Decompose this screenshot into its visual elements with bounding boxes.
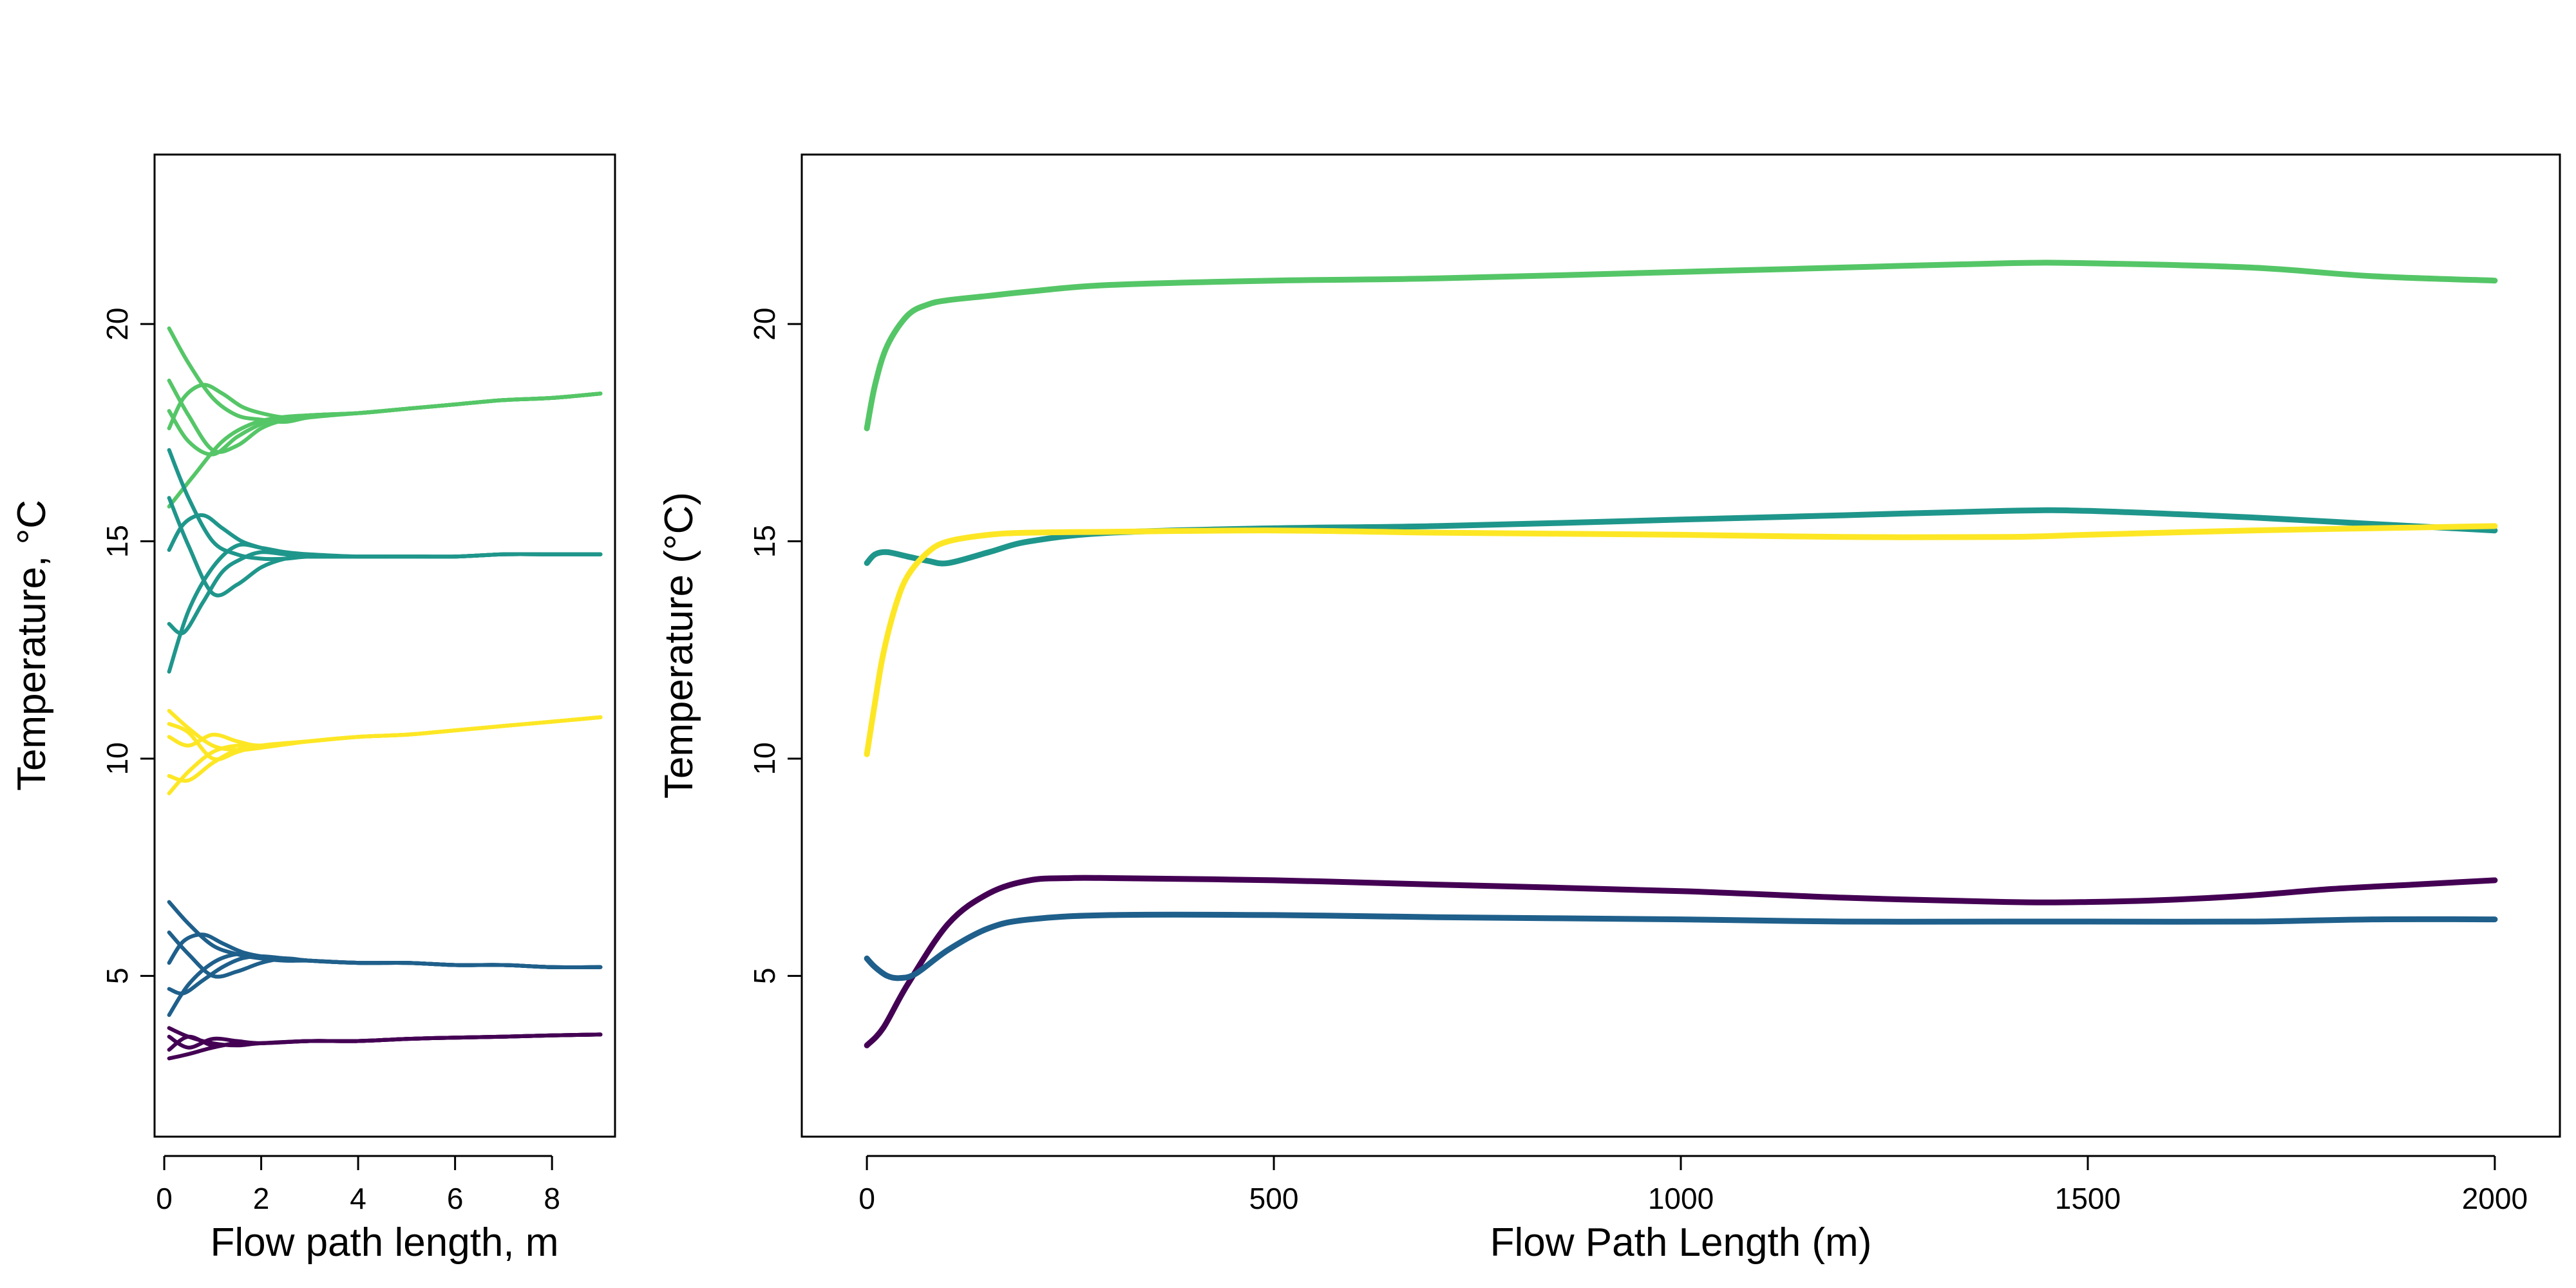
- left-series-line-5: [167, 448, 603, 562]
- left-plot-frame: [153, 153, 616, 1138]
- right-y-tick-label: 5: [748, 968, 781, 985]
- left-series-line-15: [167, 900, 603, 970]
- right-series-line-0: [864, 260, 2498, 431]
- left-series-line-4: [167, 392, 603, 457]
- left-series-line-23: [167, 1032, 603, 1061]
- left-y-tick-label: 5: [100, 968, 134, 985]
- left-y-axis-title: Temperature, °C: [10, 500, 54, 791]
- right-x-tick-label: 1500: [2055, 1182, 2121, 1215]
- left-x-tick-label: 2: [253, 1182, 270, 1215]
- left-y-tick-label: 15: [100, 525, 134, 558]
- left-series-line-8: [167, 550, 603, 636]
- right-y-axis-title: Temperature (°C): [657, 492, 701, 799]
- left-series-line-19: [167, 952, 603, 1018]
- left-series-group: [167, 326, 603, 1061]
- right-y-tick-label: 10: [748, 742, 781, 775]
- right-x-axis-title: Flow Path Length (m): [1490, 1220, 1872, 1265]
- right-y-axis: 5 10 15 20: [748, 308, 803, 985]
- left-x-axis-title: Flow path length, m: [210, 1220, 558, 1265]
- chart-left: 0 2 4 6 8 5 10 15 20 Flow path length, m Temper…: [10, 153, 616, 1265]
- right-series-line-1: [864, 507, 2498, 567]
- right-series-line-4: [864, 911, 2498, 981]
- chart-right: 0 500 1000 1500 2000 5 10 15 20 Flow Path Lengt…: [657, 153, 2561, 1265]
- left-series-line-0: [167, 326, 603, 424]
- right-x-tick-label: 500: [1249, 1182, 1299, 1215]
- right-x-tick-label: 2000: [2462, 1182, 2528, 1215]
- left-x-tick-label: 0: [156, 1182, 173, 1215]
- right-x-tick-label: 1000: [1648, 1182, 1714, 1215]
- left-y-tick-label: 10: [100, 742, 134, 775]
- right-x-axis: 0 500 1000 1500 2000: [858, 1155, 2528, 1215]
- left-series-line-13: [167, 715, 603, 783]
- right-x-tick-label: 0: [858, 1182, 875, 1215]
- right-y-tick-label: 15: [748, 525, 781, 558]
- left-series-line-1: [167, 383, 603, 431]
- left-series-line-9: [167, 542, 603, 674]
- left-series-line-12: [167, 715, 603, 795]
- right-series-line-2: [864, 523, 2498, 757]
- left-x-tick-label: 6: [447, 1182, 464, 1215]
- left-x-tick-label: 4: [350, 1182, 366, 1215]
- right-series-group: [864, 260, 2498, 1048]
- left-series-line-14: [167, 715, 603, 762]
- right-y-tick-label: 20: [748, 308, 781, 341]
- left-y-axis: 5 10 15 20: [100, 308, 156, 985]
- right-plot-frame: [800, 153, 2561, 1138]
- left-series-line-6: [167, 513, 603, 559]
- left-x-tick-label: 8: [544, 1182, 560, 1215]
- right-series-line-3: [864, 875, 2498, 1048]
- left-x-axis: 0 2 4 6 8: [156, 1155, 560, 1215]
- left-y-tick-label: 20: [100, 308, 134, 341]
